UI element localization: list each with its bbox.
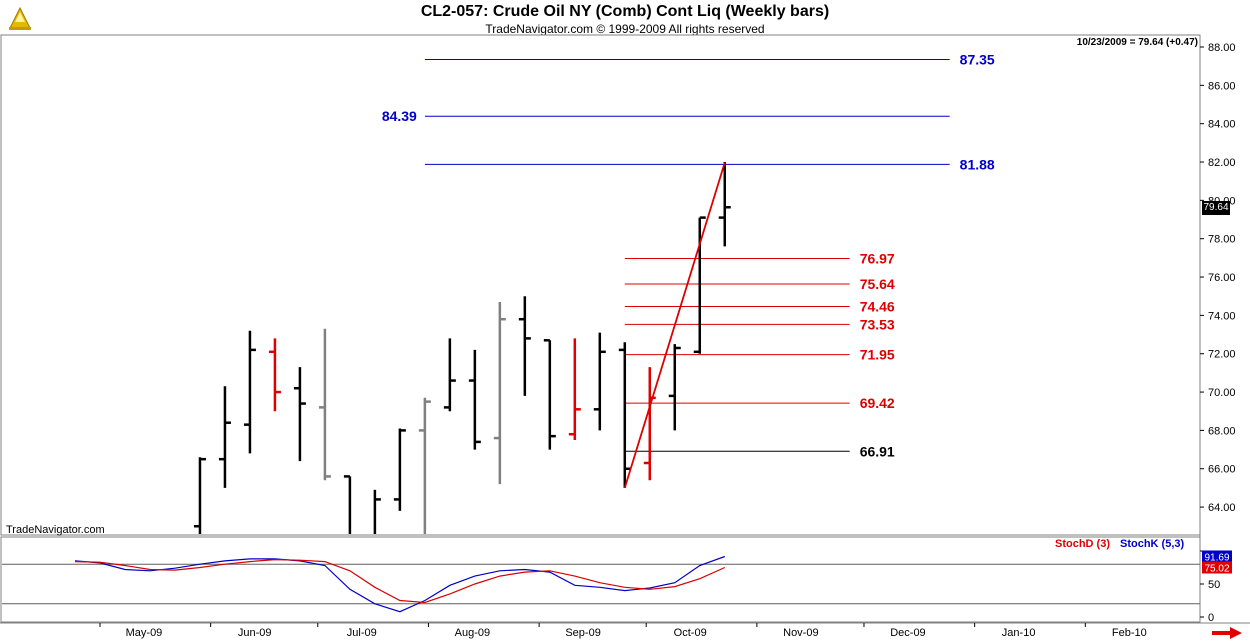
- ohlc-bar: [343, 475, 352, 534]
- y-tick-label: 70.00: [1208, 387, 1236, 399]
- level-label: 81.88: [960, 156, 995, 172]
- price-y-ticks: 88.0086.0084.0082.0080.0078.0076.0074.00…: [1200, 42, 1236, 514]
- stochastic-lines: [2, 555, 1200, 613]
- ohlc-bar: [468, 349, 481, 450]
- ohlc-bar: [668, 344, 681, 431]
- x-axis-labels: May-09 Jun-09 Jul-09 Aug-09 Sep-09 Oct-09 Nov-…: [99, 623, 1147, 639]
- y-tick-label: 74.00: [1208, 310, 1236, 322]
- ohlc-bar: [218, 386, 231, 488]
- y-tick-label: 78.00: [1208, 234, 1236, 246]
- stoch-d-last-box: 75.02: [1202, 561, 1232, 574]
- ohlc-bar: [318, 328, 331, 481]
- legend-stoch-d: StochD (3): [1055, 538, 1110, 550]
- level-label: 76.97: [860, 250, 895, 266]
- y-tick-label: 72.00: [1208, 349, 1236, 361]
- x-tick-label: Nov-09: [783, 627, 818, 639]
- ohlc-bar: [643, 367, 656, 481]
- svg-text:91.69: 91.69: [1204, 552, 1229, 563]
- trend-line: [623, 162, 726, 489]
- ohlc-bar: [568, 338, 581, 440]
- x-tick-label: Jul-09: [347, 627, 377, 639]
- watermark-text: TradeNavigator.com: [6, 524, 105, 536]
- stoch-k-last-box: 91.69: [1202, 550, 1232, 563]
- x-tick-label: May-09: [126, 627, 163, 639]
- chart-title: CL2-057: Crude Oil NY (Comb) Cont Liq (W…: [420, 3, 830, 20]
- ohlc-bars: [193, 162, 731, 534]
- y-tick-label: 66.00: [1208, 464, 1236, 476]
- level-label: 74.46: [860, 299, 895, 315]
- x-tick-label: Aug-09: [455, 627, 490, 639]
- ohlc-bar: [193, 457, 206, 534]
- ohlc-bar: [593, 332, 606, 431]
- ohlc-bar: [373, 489, 381, 534]
- svg-text:75.02: 75.02: [1204, 563, 1229, 574]
- y-tick-label: 86.00: [1208, 80, 1236, 92]
- y-tick-label: 76.00: [1208, 272, 1236, 284]
- ohlc-bar: [293, 367, 306, 462]
- ohlc-bar: [418, 397, 431, 534]
- x-tick-label: Jun-09: [238, 627, 272, 639]
- x-tick-label: Dec-09: [890, 627, 925, 639]
- level-label: 69.42: [860, 395, 895, 411]
- last-price-readout: 10/23/2009 = 79.64 (+0.47): [1076, 37, 1198, 48]
- stoch-tick-label: 0: [1208, 612, 1214, 624]
- stoch-series-line: [74, 555, 726, 613]
- y-tick-label: 68.00: [1208, 425, 1236, 437]
- y-tick-label: 88.00: [1208, 42, 1236, 54]
- ohlc-bar: [543, 339, 556, 450]
- level-label: 73.53: [860, 316, 895, 332]
- ohlc-bar: [693, 216, 706, 354]
- arrow-right-icon[interactable]: [1212, 627, 1242, 639]
- ohlc-bar: [393, 428, 406, 511]
- trade-navigator-logo-icon[interactable]: [6, 4, 34, 32]
- y-tick-label: 84.00: [1208, 119, 1236, 131]
- y-tick-label: 64.00: [1208, 502, 1236, 514]
- trend-line-group: [623, 162, 726, 489]
- ohlc-bar: [443, 338, 456, 412]
- ohlc-bar: [718, 162, 731, 247]
- ohlc-bar: [518, 296, 531, 396]
- level-label: 66.91: [860, 443, 895, 459]
- x-tick-label: Feb-10: [1112, 627, 1147, 639]
- stoch-series-line: [74, 558, 726, 604]
- last-price-box: 79.64: [1202, 201, 1230, 215]
- level-label: 84.39: [382, 108, 417, 124]
- legend-stoch-k: StochK (5,3): [1120, 538, 1185, 550]
- x-tick-label: Sep-09: [565, 627, 600, 639]
- ohlc-bar: [493, 301, 506, 485]
- chart-subtitle: TradeNavigator.com © 1999-2009 All right…: [485, 22, 765, 36]
- price-panel-frame: [0, 34, 1201, 536]
- stoch-tick-label: 50: [1208, 579, 1220, 591]
- x-tick-label: Oct-09: [674, 627, 707, 639]
- stoch-panel-frame: [0, 536, 1201, 623]
- y-tick-label: 82.00: [1208, 157, 1236, 169]
- ohlc-bar: [268, 338, 281, 412]
- ohlc-bar: [243, 330, 256, 454]
- level-label: 75.64: [860, 276, 895, 292]
- level-label: 71.95: [860, 347, 895, 363]
- x-tick-label: Jan-10: [1002, 627, 1036, 639]
- ohlc-bar: [618, 342, 631, 488]
- level-label: 87.35: [960, 51, 995, 67]
